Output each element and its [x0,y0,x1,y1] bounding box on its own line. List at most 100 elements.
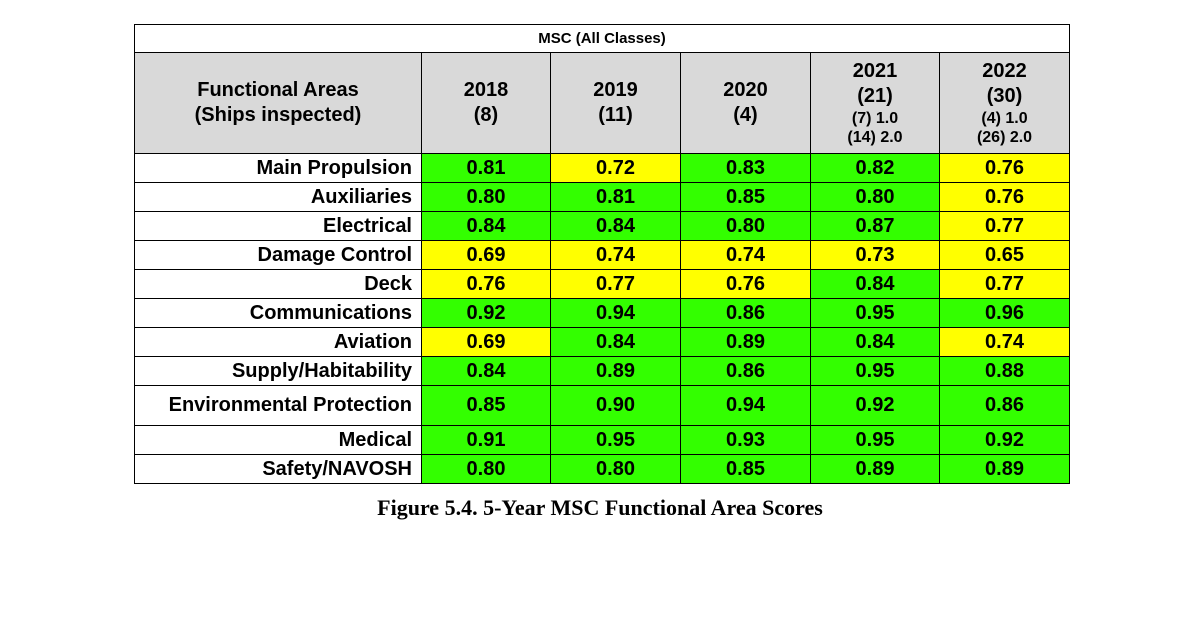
score-cell: 0.76 [938,153,1071,183]
score-cell: 0.74 [550,240,681,270]
score-cell: 0.69 [421,240,551,270]
score-cell: 0.94 [680,385,811,426]
score-cell: 0.80 [421,182,551,212]
score-cell: 0.95 [810,298,940,328]
functional-area-label: Supply/Habitability [134,356,422,386]
functional-area-label: Environmental Protection [134,385,422,426]
header-year: 2019 [593,79,638,101]
table-row: Environmental Protection 0.85 0.90 0.94 0.92… [134,385,1071,426]
score-cell: 0.73 [810,240,940,270]
table-row: Communications 0.92 0.94 0.86 0.95 0.96 [134,298,1071,328]
score-cell: 0.92 [938,425,1071,455]
score-cell: 0.89 [938,454,1071,484]
score-cell: 0.69 [421,327,551,357]
score-cell: 0.89 [810,454,940,484]
header-count: (4) [733,104,758,126]
score-cell: 0.85 [421,385,551,426]
score-cell: 0.96 [938,298,1071,328]
score-cell: 0.81 [550,182,681,212]
score-cell: 0.84 [421,211,551,241]
functional-area-scores-table: MSC (All Classes) Functional Areas (Ship… [133,24,1071,484]
header-functional-areas: Functional Areas (Ships inspected) [134,52,422,154]
score-cell: 0.89 [680,327,811,357]
score-cell: 0.80 [421,454,551,484]
score-cell: 0.76 [680,269,811,299]
header-year-2022: 2022 (30) (4) 1.0 (26) 2.0 [938,52,1071,154]
score-cell: 0.77 [938,269,1071,299]
table-row: Electrical 0.84 0.84 0.80 0.87 0.77 [134,211,1071,241]
score-cell: 0.74 [680,240,811,270]
functional-area-label: Safety/NAVOSH [134,454,422,484]
table-body: Main Propulsion 0.81 0.72 0.83 0.82 0.76 Auxil… [134,153,1071,484]
functional-area-label: Main Propulsion [134,153,422,183]
header-year-2019: 2019 (11) [550,52,681,154]
score-cell: 0.92 [421,298,551,328]
score-cell: 0.80 [550,454,681,484]
score-cell: 0.90 [550,385,681,426]
table-row: Main Propulsion 0.81 0.72 0.83 0.82 0.76 [134,153,1071,183]
header-count: (11) [598,104,633,126]
header-sub-count: (26) 2.0 [976,129,1033,146]
header-year: 2021 [852,60,898,82]
functional-area-label: Auxiliaries [134,182,422,212]
functional-area-label: Medical [134,425,422,455]
score-cell: 0.95 [810,356,940,386]
header-year-2018: 2018 (8) [421,52,551,154]
header-year: 2022 [982,60,1027,82]
table-row: Damage Control 0.69 0.74 0.74 0.73 0.65 [134,240,1071,270]
score-cell: 0.84 [810,269,940,299]
score-cell: 0.77 [938,211,1071,241]
score-cell: 0.94 [550,298,681,328]
score-cell: 0.76 [938,182,1071,212]
header-area-label: Functional Areas [197,79,359,101]
score-cell: 0.95 [810,425,940,455]
score-cell: 0.65 [938,240,1071,270]
header-sub-count: (14) 2.0 [847,129,903,146]
functional-area-label: Communications [134,298,422,328]
header-year: 2020 [723,79,768,101]
score-cell: 0.84 [550,211,681,241]
figure-caption: Figure 5.4. 5-Year MSC Functional Area S… [377,495,823,520]
score-cell: 0.92 [810,385,940,426]
score-cell: 0.85 [680,454,811,484]
table-row: Deck 0.76 0.77 0.76 0.84 0.77 [134,269,1071,299]
score-cell: 0.80 [810,182,940,212]
table-row: Auxiliaries 0.80 0.81 0.85 0.80 0.76 [134,182,1071,212]
score-cell: 0.89 [550,356,681,386]
score-cell: 0.82 [810,153,940,183]
header-count: (8) [473,104,499,126]
score-cell: 0.93 [680,425,811,455]
score-cell: 0.84 [421,356,551,386]
table-row: Safety/NAVOSH 0.80 0.80 0.85 0.89 0.89 [134,454,1071,484]
header-year: 2018 [463,79,509,101]
score-cell: 0.81 [421,153,551,183]
score-cell: 0.88 [938,356,1071,386]
score-cell: 0.84 [550,327,681,357]
header-count: (21) [857,85,893,107]
score-cell: 0.86 [938,385,1071,426]
table-title: MSC (All Classes) [133,24,1071,53]
score-cell: 0.84 [810,327,940,357]
functional-area-label: Damage Control [134,240,422,270]
header-area-sublabel: (Ships inspected) [194,104,362,126]
score-cell: 0.77 [550,269,681,299]
score-cell: 0.87 [810,211,940,241]
header-year-2020: 2020 (4) [680,52,811,154]
score-cell: 0.86 [680,298,811,328]
score-cell: 0.95 [550,425,681,455]
table-row: Supply/Habitability 0.84 0.89 0.86 0.95 0.88 [134,356,1071,386]
score-cell: 0.72 [550,153,681,183]
functional-area-label: Electrical [134,211,422,241]
score-cell: 0.85 [680,182,811,212]
score-cell: 0.76 [421,269,551,299]
functional-area-label: Deck [134,269,422,299]
score-cell: 0.83 [680,153,811,183]
score-cell: 0.86 [680,356,811,386]
score-cell: 0.74 [938,327,1071,357]
table-row: Medical 0.91 0.95 0.93 0.95 0.92 [134,425,1071,455]
header-sub-count: (7) 1.0 [851,110,899,127]
header-sub-count: (4) 1.0 [981,110,1028,127]
score-cell: 0.80 [680,211,811,241]
table-title-row: MSC (All Classes) [133,24,1071,53]
table-header-row: Functional Areas (Ships inspected) 2018 … [134,52,1071,154]
